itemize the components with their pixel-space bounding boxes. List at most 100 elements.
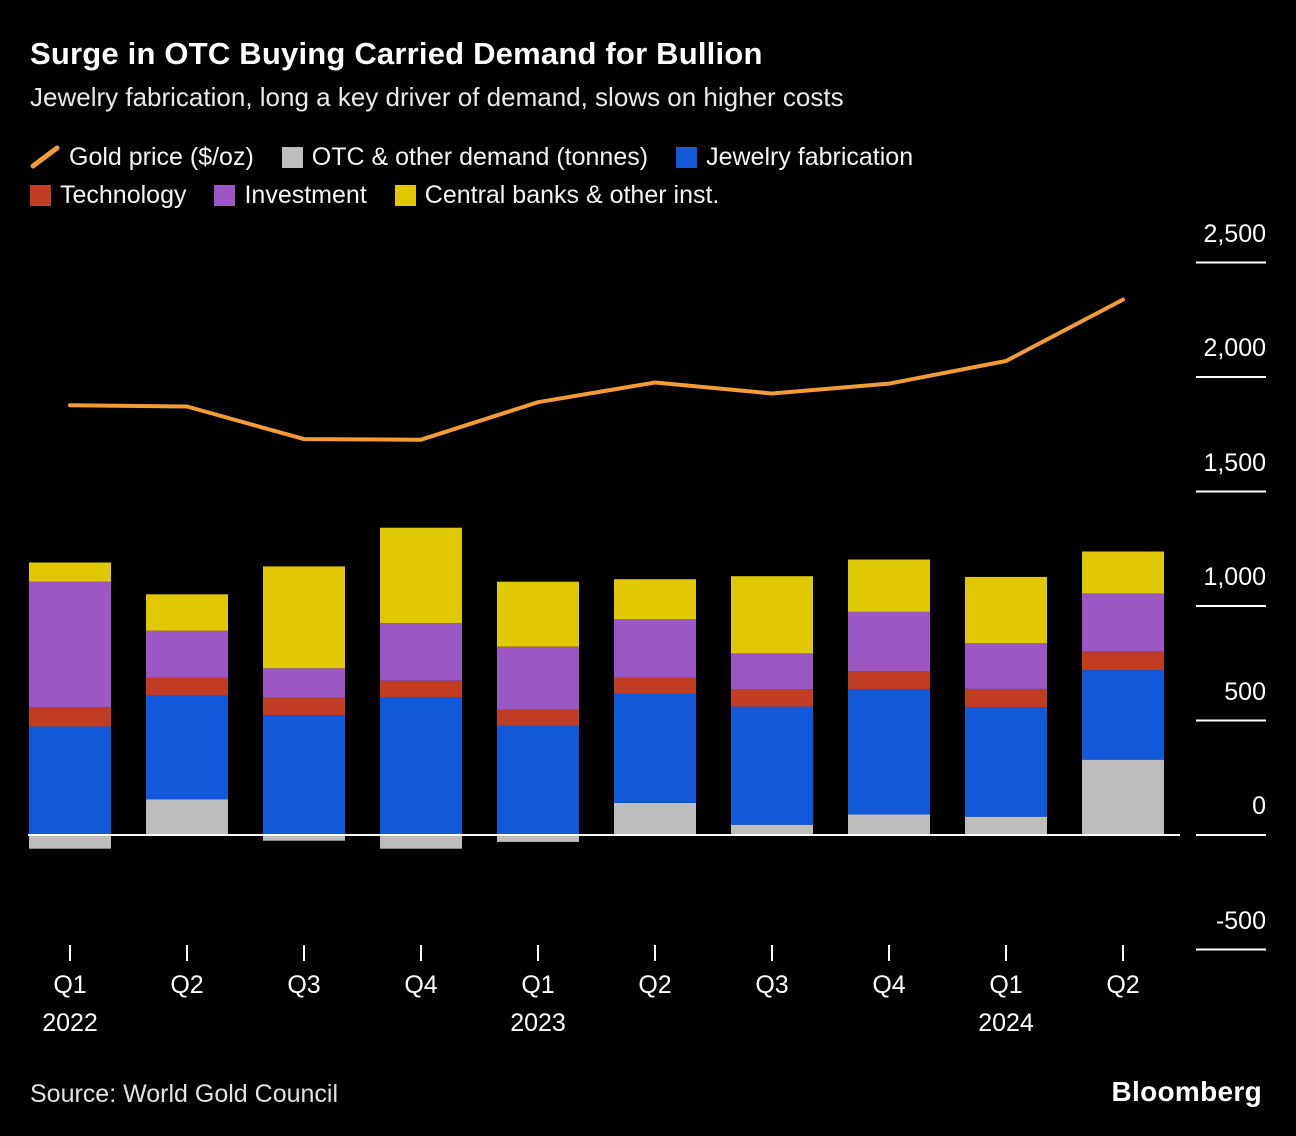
y-tick-label-2,000: 2,000	[1203, 334, 1266, 362]
bar-segment-technology-3	[380, 680, 462, 698]
bar-segment-jewelry-fabrication-6	[731, 706, 813, 825]
x-tick-label-4: Q1	[521, 971, 555, 999]
technology-swatch-icon	[30, 184, 51, 206]
bar-segment-central-banks-5	[614, 579, 696, 620]
y-tick-label-1,500: 1,500	[1203, 448, 1266, 477]
bloomberg-logo: Bloomberg	[1111, 1076, 1262, 1107]
central-banks-swatch-icon	[394, 184, 416, 206]
x-tick-label-2: Q3	[287, 971, 321, 999]
bar-segment-jewelry-fabrication-8	[965, 707, 1047, 817]
bar-segment-otc-demand-2	[263, 835, 345, 841]
bar-segment-investment-5	[614, 619, 696, 678]
gold-price-line-swatch-icon	[30, 145, 60, 169]
x-tick-label-0: Q1	[53, 971, 87, 999]
bar-segment-otc-demand-0	[29, 835, 111, 849]
x-tick-label-7: Q4	[872, 971, 906, 999]
swatch-stroke	[30, 145, 60, 169]
bar-segment-central-banks-1	[146, 594, 228, 631]
page-subtitle: Jewelry fabrication, long a key driver o…	[30, 82, 844, 112]
legend-label-jewelry-fabrication: Jewelry fabrication	[706, 142, 914, 171]
bar-segment-central-banks-8	[965, 576, 1047, 644]
bar-segment-jewelry-fabrication-0	[29, 726, 111, 835]
bar-segment-jewelry-fabrication-3	[380, 697, 462, 835]
bar-segment-investment-4	[497, 646, 579, 710]
source-note: Source: World Gold Council	[30, 1080, 339, 1108]
bar-segment-central-banks-9	[1082, 551, 1164, 594]
y-tick-label--500: -500	[1215, 906, 1266, 935]
bar-segment-investment-6	[731, 653, 813, 690]
page-title: Surge in OTC Buying Carried Demand for B…	[30, 36, 763, 71]
legend: Gold price ($/oz) OTC & other demand (ton…	[30, 138, 1276, 214]
bar-segment-technology-2	[263, 697, 345, 716]
bar-segment-investment-2	[263, 668, 345, 698]
legend-item-gold-price: Gold price ($/oz)	[30, 143, 254, 172]
legend-row: Gold price ($/oz) OTC & other demand (ton…	[30, 138, 1276, 176]
year-label-2023: 2023	[510, 1009, 566, 1037]
otc-demand-swatch-icon	[281, 146, 303, 168]
bar-segment-technology-9	[1082, 651, 1164, 671]
bar-segment-investment-9	[1082, 593, 1164, 652]
legend-item-technology: Technology	[30, 181, 186, 210]
y-tick-label-2,500: 2,500	[1203, 219, 1266, 248]
chart-header: Surge in OTC Buying Carried Demand for B…	[30, 36, 1266, 113]
x-tick-label-9: Q2	[1106, 971, 1140, 999]
bar-segment-central-banks-2	[263, 566, 345, 669]
bar-segment-jewelry-fabrication-2	[263, 715, 345, 835]
bar-segment-central-banks-4	[497, 581, 579, 647]
legend-label-investment: Investment	[244, 180, 367, 209]
bar-segment-technology-7	[848, 671, 930, 690]
legend-label-otc-demand: OTC & other demand (tonnes)	[311, 142, 649, 171]
jewelry-fabrication-swatch-icon	[676, 146, 698, 168]
bar-segment-jewelry-fabrication-1	[146, 695, 228, 800]
bar-segment-otc-demand-1	[146, 799, 228, 835]
y-tick-label-500: 500	[1224, 677, 1266, 706]
bar-segment-otc-demand-4	[497, 835, 579, 842]
bar-segment-jewelry-fabrication-9	[1082, 670, 1164, 760]
bar-segment-otc-demand-6	[731, 824, 813, 835]
x-tick-label-1: Q2	[170, 971, 204, 999]
bar-segment-central-banks-7	[848, 559, 930, 612]
x-tick-label-5: Q2	[638, 971, 672, 999]
bar-segment-otc-demand-3	[380, 835, 462, 849]
legend-row: Technology Investment Central banks & othe…	[30, 176, 1276, 214]
bar-segment-investment-8	[965, 643, 1047, 689]
bar-segment-technology-4	[497, 709, 579, 726]
bar-segment-investment-3	[380, 623, 462, 681]
x-tick-label-3: Q4	[404, 971, 438, 999]
bar-segment-otc-demand-9	[1082, 759, 1164, 835]
bar-segment-investment-1	[146, 630, 228, 678]
bar-segment-central-banks-3	[380, 527, 462, 624]
bar-segment-technology-6	[731, 689, 813, 707]
legend-item-investment: Investment	[214, 180, 367, 210]
bar-segment-jewelry-fabrication-5	[614, 693, 696, 803]
gold-price-line	[68, 297, 1125, 442]
investment-swatch-icon	[214, 184, 236, 206]
bar-segment-jewelry-fabrication-7	[848, 689, 930, 815]
x-tick-label-6: Q3	[755, 971, 789, 999]
legend-item-jewelry-fabrication: Jewelry fabrication	[676, 143, 913, 172]
bar-segment-investment-7	[848, 612, 930, 672]
bar-segment-otc-demand-5	[614, 802, 696, 835]
bar-segment-technology-8	[965, 688, 1047, 707]
legend-label-gold-price: Gold price ($/oz)	[69, 142, 254, 171]
legend-item-otc-demand: OTC & other demand (tonnes)	[281, 142, 649, 172]
y-tick-label-0: 0	[1252, 792, 1266, 820]
bar-segment-central-banks-6	[731, 576, 813, 654]
legend-item-central-banks: Central banks & other inst.	[394, 180, 720, 210]
bar-segment-otc-demand-7	[848, 814, 930, 835]
y-tick-label-1,000: 1,000	[1203, 563, 1266, 591]
bar-segment-jewelry-fabrication-4	[497, 725, 579, 835]
bar-segment-central-banks-0	[29, 562, 111, 582]
bar-segment-investment-0	[29, 581, 111, 708]
bar-segment-technology-1	[146, 677, 228, 696]
x-tick-label-8: Q1	[989, 971, 1023, 999]
bar-segment-otc-demand-8	[965, 816, 1047, 835]
bar-segment-technology-0	[29, 707, 111, 727]
legend-label-central-banks: Central banks & other inst.	[424, 180, 720, 209]
year-label-2022: 2022	[42, 1009, 98, 1037]
bar-segment-technology-5	[614, 677, 696, 694]
year-label-2024: 2024	[978, 1009, 1034, 1037]
legend-label-technology: Technology	[60, 180, 187, 209]
